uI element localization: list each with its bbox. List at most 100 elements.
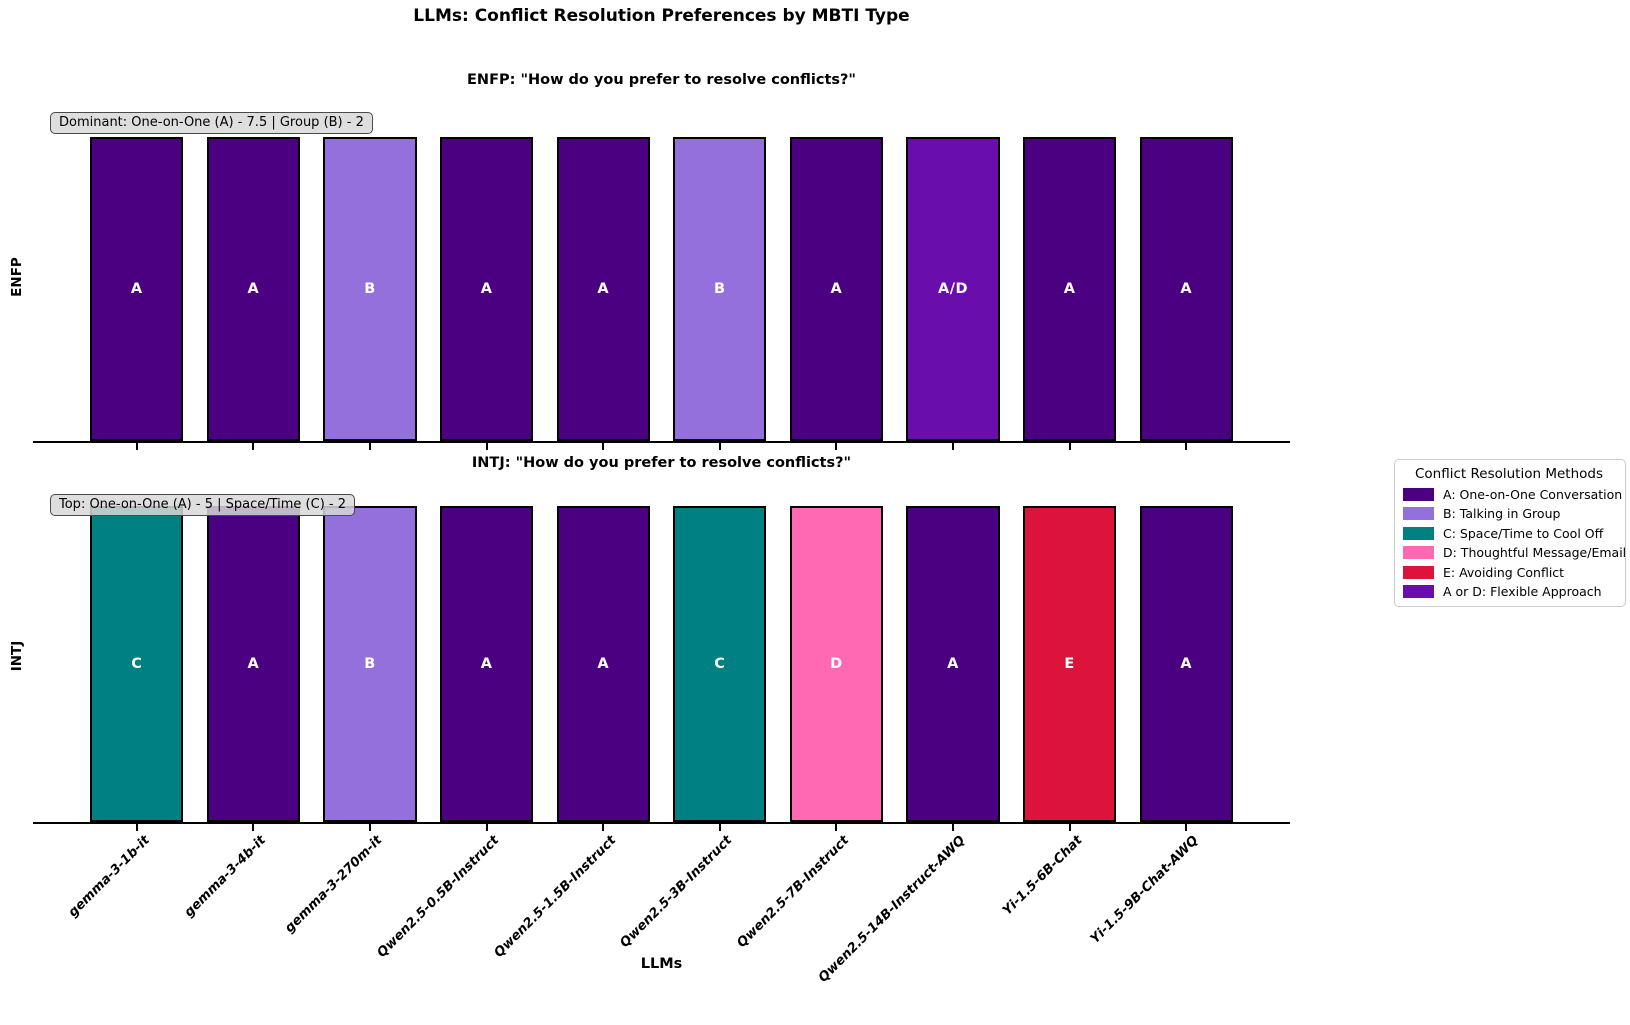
legend: Conflict Resolution Methods A: One-on-On… <box>1394 459 1626 607</box>
x-axis-tick <box>835 824 838 831</box>
bar-choice-label: A <box>480 281 493 298</box>
bar-choice-label: A <box>480 655 493 672</box>
x-axis-tick <box>952 824 954 831</box>
bar-choice-label: A/D <box>937 281 969 298</box>
x-tick-label: Qwen2.5-7B-Instruct <box>734 833 853 951</box>
x-axis-tick <box>1068 443 1071 450</box>
x-axis-tick <box>952 443 954 450</box>
x-axis-tick <box>602 824 605 831</box>
plot-area-enfp: A A B A A B A A/D A A <box>33 110 1290 450</box>
bar-intj-Qwen2.5-0.5B-Instruct: A <box>439 505 534 822</box>
bar-choice-label: C <box>714 655 726 672</box>
x-axis-label: LLMs <box>640 956 683 972</box>
bar-choice-label: A <box>597 655 610 672</box>
legend-entry-label: C: Space/Time to Cool Off <box>1443 525 1604 541</box>
bar-enfp-Qwen2.5-1.5B-Instruct: A <box>556 137 650 441</box>
y-axis-label-intj: INTJ <box>9 640 25 672</box>
bar-intj-gemma-3-270m-it: B <box>323 505 417 822</box>
bar-enfp-gemma-3-1b-it: A <box>90 137 184 441</box>
legend-entry: B: Talking in Group <box>1403 506 1615 521</box>
x-axis-tick <box>135 443 138 450</box>
legend-entry-label: E: Avoiding Conflict <box>1443 564 1565 580</box>
bar-intj-Qwen2.5-7B-Instruct: D <box>789 505 884 822</box>
annotation-intj: Top: One-on-One (A) - 5 | Space/Time (C)… <box>50 494 355 516</box>
x-tick-label: Yi-1.5-9B-Chat-AWQ <box>1088 833 1202 947</box>
bar-enfp-Yi-1.5-6B-Chat: A <box>1022 137 1117 441</box>
bar-choice-label: A <box>1180 281 1193 298</box>
x-tick-label: Qwen2.5-1.5B-Instruct <box>491 833 619 961</box>
x-axis-tick <box>835 443 838 450</box>
legend-entry-label: A or D: Flexible Approach <box>1443 584 1602 599</box>
bar-enfp-gemma-3-4b-it: A <box>206 137 301 441</box>
x-axis-tick <box>602 443 605 450</box>
y-axis-label-enfp: ENFP <box>9 257 25 297</box>
bar-enfp-Yi-1.5-9B-Chat-AWQ: A <box>1139 137 1233 441</box>
legend-entry: E: Avoiding Conflict <box>1403 565 1615 580</box>
bar-intj-gemma-3-1b-it: C <box>90 505 184 822</box>
subplot-title-intj: INTJ: "How do you prefer to resolve conf… <box>471 455 852 471</box>
x-tick-label: Qwen2.5-3B-Instruct <box>617 833 736 951</box>
legend-entry: A or D: Flexible Approach <box>1403 584 1615 599</box>
bar-choice-label: E <box>1064 655 1075 672</box>
bar-choice-label: B <box>714 281 726 298</box>
subplot-title-enfp: ENFP: "How do you prefer to resolve conf… <box>467 72 856 88</box>
legend-entries: A: One-on-One Conversation B: Talking in … <box>1403 487 1626 599</box>
x-axis-tick <box>135 824 138 831</box>
x-axis-tick <box>368 443 371 450</box>
legend-entry-label: D: Thoughtful Message/Email <box>1443 545 1627 560</box>
x-tick-label: Qwen2.5-0.5B-Instruct <box>374 833 503 961</box>
legend-entry: C: Space/Time to Cool Off <box>1403 526 1615 541</box>
legend-entry-label: A: One-on-One Conversation <box>1443 486 1623 502</box>
bar-choice-label: A <box>947 655 959 672</box>
bar-choice-label: A <box>597 281 610 298</box>
bar-intj-Qwen2.5-1.5B-Instruct: A <box>556 505 650 822</box>
x-axis-tick <box>368 824 371 831</box>
bar-choice-label: B <box>364 655 376 672</box>
bar-intj-Yi-1.5-6B-Chat: E <box>1022 505 1117 822</box>
annotation-enfp: Dominant: One-on-One (A) - 7.5 | Group (… <box>50 112 373 134</box>
bar-choice-label: A <box>830 281 843 298</box>
legend-swatch-icon <box>1403 585 1434 598</box>
bar-intj-gemma-3-4b-it: A <box>206 505 301 822</box>
legend-swatch-icon <box>1403 507 1434 520</box>
x-tick-label: gemma-3-4b-it <box>181 833 269 921</box>
figure-title: LLMs: Conflict Resolution Preferences by… <box>413 6 910 26</box>
x-axis-tick <box>718 824 721 831</box>
legend-entry: D: Thoughtful Message/Email <box>1403 545 1626 560</box>
legend-swatch-icon <box>1403 565 1434 579</box>
legend-entry-label: B: Talking in Group <box>1443 506 1561 521</box>
x-tick-label: gemma-3-1b-it <box>65 833 153 921</box>
bar-intj-Qwen2.5-14B-Instruct-AWQ: A <box>906 505 1000 822</box>
bar-choice-label: A <box>1063 281 1076 298</box>
x-axis-tick <box>252 824 255 831</box>
bar-choice-label: A <box>247 281 260 298</box>
bar-intj-Qwen2.5-3B-Instruct: C <box>673 505 767 822</box>
bar-enfp-Qwen2.5-0.5B-Instruct: A <box>439 137 534 441</box>
x-axis-tick <box>1185 443 1188 450</box>
bar-enfp-Qwen2.5-14B-Instruct-AWQ: A/D <box>906 137 1000 441</box>
x-axis-tick <box>1185 824 1188 831</box>
x-axis-tick <box>485 824 488 831</box>
bar-choice-label: C <box>131 655 143 672</box>
legend-title: Conflict Resolution Methods <box>1415 466 1603 482</box>
x-axis-tick <box>252 443 255 450</box>
bar-choice-label: A <box>247 655 260 672</box>
bar-enfp-Qwen2.5-7B-Instruct: A <box>789 137 884 441</box>
x-axis-tick <box>1068 824 1071 831</box>
x-tick-label: gemma-3-270m-it <box>282 833 386 936</box>
bar-intj-Yi-1.5-9B-Chat-AWQ: A <box>1139 505 1233 822</box>
legend-swatch-icon <box>1403 546 1434 559</box>
bar-enfp-Qwen2.5-3B-Instruct: B <box>673 137 767 441</box>
bar-enfp-gemma-3-270m-it: B <box>323 137 417 441</box>
x-axis-tick <box>485 443 488 450</box>
bar-choice-label: A <box>1180 655 1193 672</box>
legend-swatch-icon <box>1403 526 1434 540</box>
x-axis-tick <box>718 443 721 450</box>
x-tick-label: Yi-1.5-6B-Chat <box>999 833 1086 919</box>
bar-choice-label: D <box>830 655 843 672</box>
bar-choice-label: B <box>364 281 376 298</box>
legend-entry: A: One-on-One Conversation <box>1403 487 1622 502</box>
legend-swatch-icon <box>1403 487 1434 501</box>
